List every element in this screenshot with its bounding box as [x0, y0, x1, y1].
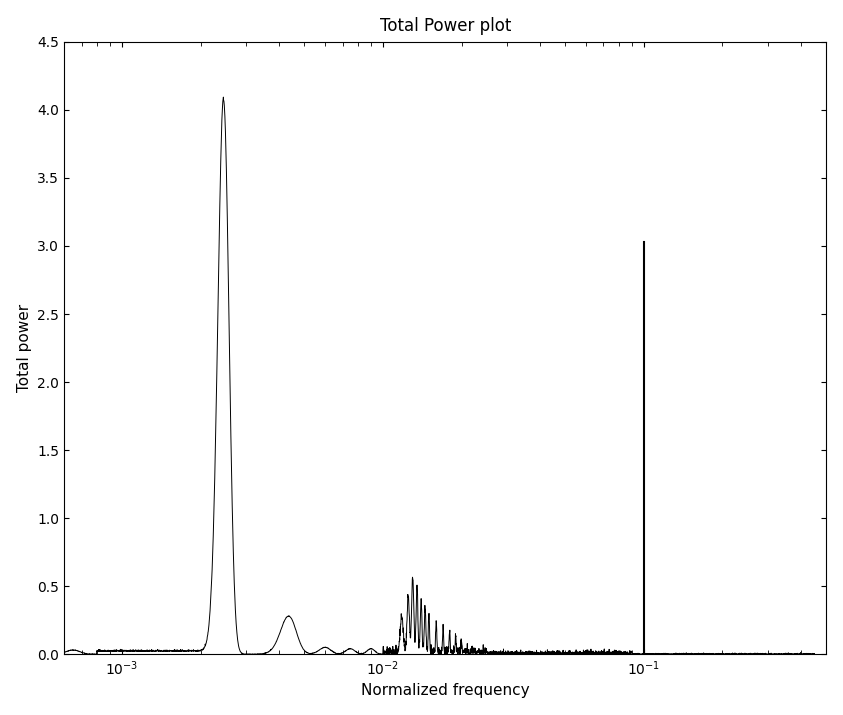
Y-axis label: Total power: Total power — [17, 304, 32, 392]
Title: Total Power plot: Total Power plot — [379, 16, 511, 34]
X-axis label: Normalized frequency: Normalized frequency — [361, 684, 529, 699]
